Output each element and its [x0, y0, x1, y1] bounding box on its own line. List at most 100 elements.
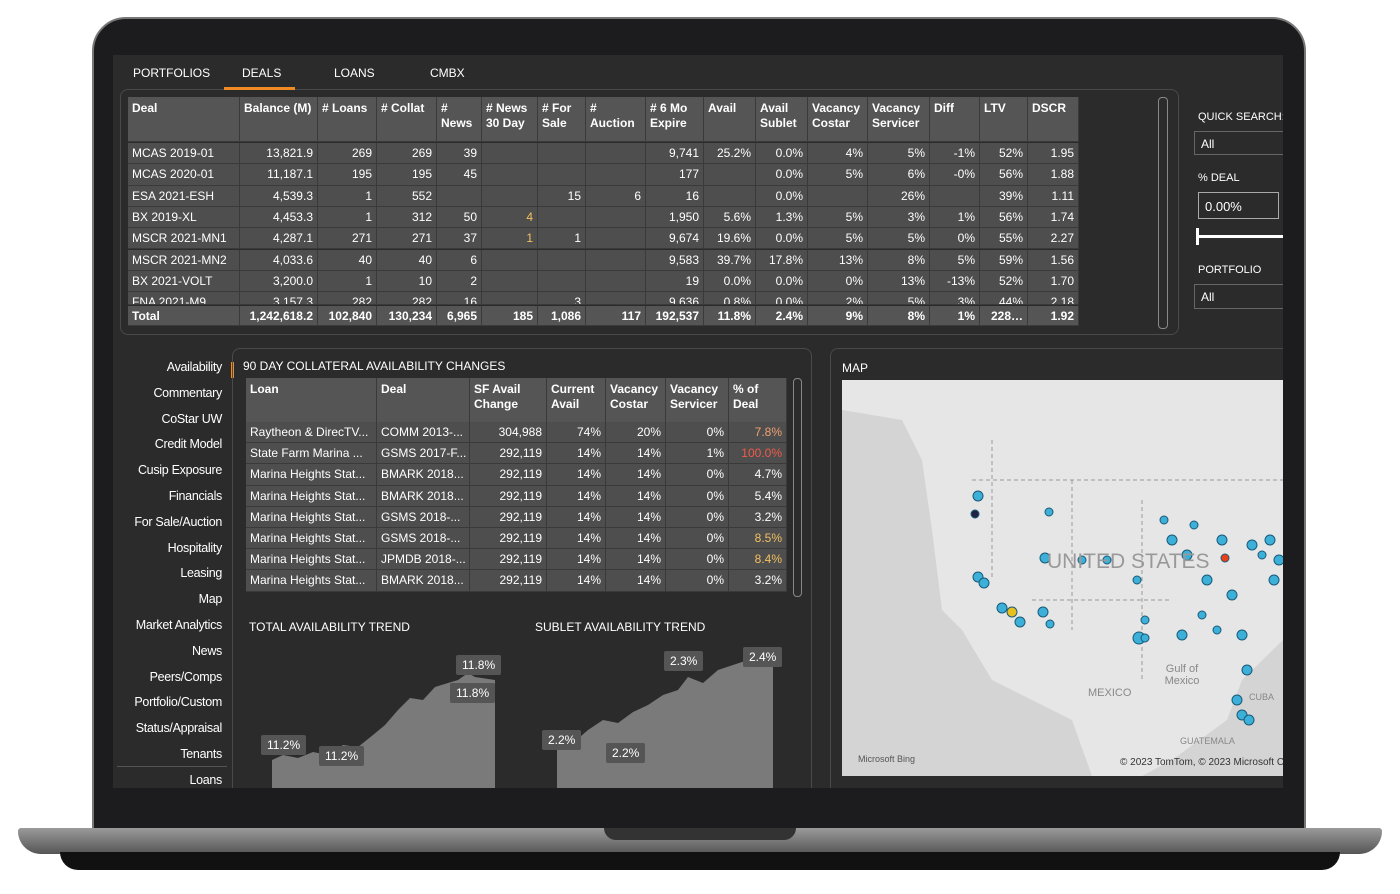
tab[interactable]: CMBX [430, 66, 465, 80]
cell: 14% [606, 443, 666, 465]
cell: JPMDB 2018-... [377, 549, 470, 571]
data-label: 2.2% [606, 743, 646, 763]
tab[interactable]: DEALS [242, 66, 282, 80]
nav-item[interactable]: CoStar UW [161, 411, 222, 426]
cell: 0.0% [756, 228, 808, 250]
cell: 9,741 [646, 143, 704, 165]
cell [586, 206, 646, 229]
cell: 4,033.6 [240, 249, 318, 271]
header-cell[interactable]: # News [437, 97, 482, 142]
header-cell[interactable]: Balance (M) [240, 97, 318, 142]
cell: 7.8% [729, 422, 787, 444]
cell: 1 [482, 228, 538, 250]
cell: 0.0% [756, 292, 808, 306]
data-label: 2.3% [664, 651, 704, 671]
map-label: MEXICO [1088, 687, 1132, 699]
header-cell[interactable]: Deal [377, 378, 470, 423]
nav-item[interactable]: Commentary [153, 385, 222, 400]
cell [482, 292, 538, 306]
cell: 6 [586, 185, 646, 207]
cell [586, 164, 646, 186]
nav-item[interactable]: Cusip Exposure [137, 463, 222, 478]
total-cell: 185 [482, 306, 538, 326]
total-cell: Total [128, 306, 240, 326]
cell: 8% [868, 249, 930, 271]
header-cell[interactable]: Vacancy Costar [808, 97, 868, 142]
header-cell[interactable]: Vacancy Costar [606, 378, 666, 423]
cell: 4% [808, 143, 868, 165]
cell: Marina Heights Stat... [246, 485, 377, 507]
total-cell: 11.8% [704, 306, 756, 326]
header-cell[interactable]: DSCR [1028, 97, 1079, 142]
nav-item[interactable]: Market Analytics [135, 618, 223, 632]
nav-item[interactable]: Portfolio/Custom [134, 695, 222, 710]
cell: MCAS 2020-01 [128, 164, 240, 186]
cell: 1 [318, 270, 377, 293]
header-cell[interactable]: # For Sale [538, 97, 586, 142]
filter-label: PORTFOLIO [1198, 264, 1262, 276]
cell: 0.0% [704, 270, 756, 293]
cell: MSCR 2021-MN2 [128, 249, 240, 271]
dropdown[interactable]: All [1194, 284, 1283, 309]
cell: BMARK 2018... [377, 464, 470, 486]
nav-item[interactable]: Hospitality [167, 540, 223, 555]
cell: MCAS 2019-01 [128, 143, 240, 165]
cell: 1 [538, 228, 586, 250]
nav-item[interactable]: Financials [168, 489, 223, 503]
header-cell[interactable]: Deal [128, 97, 240, 142]
total-cell: 2.4% [756, 306, 808, 326]
nav-item[interactable]: Loans [189, 772, 222, 787]
nav-item[interactable]: Status/Appraisal [135, 721, 223, 736]
input[interactable]: 0.00% [1198, 192, 1279, 219]
cell: 1,950 [646, 206, 704, 229]
nav-item[interactable]: Availability [166, 360, 223, 374]
cell: 269 [377, 143, 437, 165]
cell: 1.56 [1028, 249, 1079, 271]
nav-item[interactable]: Credit Model [154, 437, 223, 452]
cell: 5.6% [704, 206, 756, 229]
header-cell[interactable]: # News 30 Day [482, 97, 538, 142]
cell: 4 [482, 206, 538, 229]
cell: ESA 2021-ESH [128, 185, 240, 207]
header-cell[interactable]: Diff [930, 97, 980, 142]
nav-item[interactable]: Leasing [180, 566, 222, 581]
header-cell[interactable]: Avail Sublet [756, 97, 808, 142]
header-cell[interactable]: % of Deal [729, 378, 787, 423]
tab[interactable]: LOANS [334, 66, 375, 80]
header-cell[interactable]: Vacancy Servicer [868, 97, 930, 142]
cell: 0.0% [756, 185, 808, 207]
header-cell[interactable]: Current Avail [547, 378, 606, 423]
cell: 2.27 [1028, 228, 1079, 250]
header-cell[interactable]: # Auction [586, 97, 646, 142]
cell [808, 185, 868, 207]
header-cell[interactable]: # Collat [377, 97, 437, 142]
slider[interactable] [1196, 235, 1283, 238]
tab[interactable]: PORTFOLIOS [133, 66, 211, 80]
header-cell[interactable]: Loan [246, 378, 377, 423]
cell: 0.0% [756, 164, 808, 186]
cell: 6% [868, 164, 930, 186]
cell: 0% [666, 549, 729, 571]
header-cell[interactable]: SF Avail Change [470, 378, 547, 423]
data-label: 11.8% [456, 655, 502, 675]
total-cell: 6,965 [437, 306, 482, 326]
cell: 14% [606, 485, 666, 507]
dropdown[interactable]: All [1194, 131, 1283, 155]
cell: -13% [930, 270, 980, 293]
header-cell[interactable]: # 6 Mo Expire [646, 97, 704, 142]
cell: Marina Heights Stat... [246, 528, 377, 550]
nav-item[interactable]: Tenants [180, 747, 222, 761]
nav-item[interactable]: Peers/Comps [149, 669, 223, 684]
header-cell[interactable]: LTV [980, 97, 1028, 142]
cell: 4,539.3 [240, 185, 318, 207]
nav-item[interactable]: News [191, 643, 222, 658]
map-copyright: © 2023 TomTom, © 2023 Microsoft C [1120, 757, 1283, 768]
sublet-trend-area [557, 655, 773, 788]
nav-item[interactable]: Map [198, 592, 223, 607]
header-cell[interactable]: # Loans [318, 97, 377, 142]
header-cell[interactable]: Avail [704, 97, 756, 142]
cell: 40 [377, 249, 437, 271]
map-shapes [842, 380, 1283, 776]
header-cell[interactable]: Vacancy Servicer [666, 378, 729, 423]
nav-item[interactable]: For Sale/Auction [134, 514, 222, 529]
